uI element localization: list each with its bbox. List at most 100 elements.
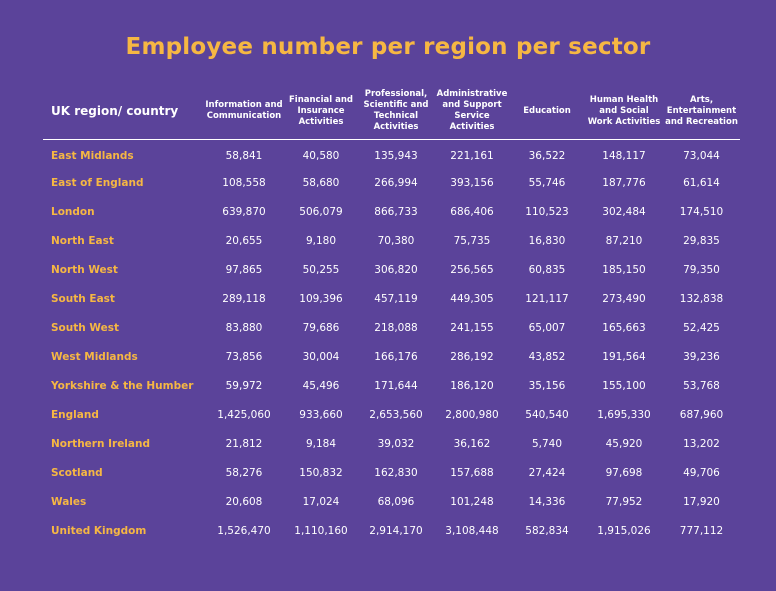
column-header-education: Education	[509, 83, 585, 140]
table-cell: 187,776	[602, 177, 646, 189]
table-row: London 639,870 506,079 866,733 686,406 110,52…	[43, 198, 740, 227]
table-cell: 3,108,448	[445, 525, 499, 537]
table-cell: 36,522	[528, 150, 566, 163]
table-cell: 30,004	[302, 351, 340, 363]
column-header-financial: Financial and Insurance Activities	[285, 83, 357, 140]
table-cell: 582,834	[525, 525, 569, 537]
table-cell: 39,032	[377, 438, 415, 450]
table-cell: 506,079	[299, 206, 343, 218]
table-cell: 121,117	[525, 293, 569, 305]
table-cell: 87,210	[605, 235, 643, 247]
table-cell: 256,565	[450, 264, 494, 276]
table-cell: 241,155	[450, 322, 494, 334]
column-header-information: Information and Communication	[203, 83, 285, 140]
table-cell: 639,870	[222, 206, 266, 218]
table-cell: 60,835	[528, 264, 566, 276]
column-header-arts: Arts, Entertainment and Recreation	[663, 83, 740, 140]
region-name: Wales	[51, 496, 87, 508]
table-cell: 5,740	[531, 438, 563, 450]
region-name: London	[51, 206, 95, 218]
table-body: East Midlands 58,841 40,580 135,943 221,161 3…	[43, 140, 740, 546]
table-cell: 101,248	[450, 496, 494, 508]
table-cell: 1,526,470	[217, 525, 271, 537]
employee-table: UK region/ country Information and Commu…	[43, 83, 740, 546]
region-name: West Midlands	[51, 351, 138, 363]
table-cell: 286,192	[450, 351, 494, 363]
table-cell: 157,688	[450, 467, 494, 479]
table-cell: 866,733	[374, 206, 418, 218]
table-row: North East 20,655 9,180 70,380 75,735 16,830 8…	[43, 227, 740, 256]
table-cell: 79,350	[683, 264, 720, 276]
table-cell: 75,735	[453, 235, 491, 247]
table-cell: 53,768	[683, 380, 720, 392]
table-header-row: UK region/ country Information and Commu…	[43, 83, 740, 140]
table-cell: 186,120	[450, 380, 494, 392]
table-cell: 40,580	[302, 150, 340, 163]
table-cell: 45,496	[302, 380, 340, 392]
table-cell: 70,380	[377, 235, 415, 247]
table-cell: 108,558	[222, 177, 266, 189]
table-cell: 266,994	[374, 177, 418, 189]
table-cell: 29,835	[683, 235, 720, 247]
column-header-administrative: Administrative and Support Service Activ…	[435, 83, 509, 140]
table-row: Northern Ireland 21,812 9,184 39,032 36,162 5…	[43, 430, 740, 459]
table-cell: 165,663	[602, 322, 646, 334]
table-row: Scotland 58,276 150,832 162,830 157,688 27,42…	[43, 459, 740, 488]
table-cell: 171,644	[374, 380, 418, 392]
table-cell: 185,150	[602, 264, 646, 276]
table-cell: 79,686	[302, 322, 340, 334]
table-cell: 9,180	[305, 235, 337, 247]
table-cell: 302,484	[602, 206, 646, 218]
region-name: North West	[51, 264, 118, 276]
table-row: Yorkshire & the Humber 59,972 45,496 171,64…	[43, 372, 740, 401]
table-cell: 58,276	[225, 467, 263, 479]
table-cell: 52,425	[683, 322, 720, 334]
column-header-health: Human Health and Social Work Activities	[585, 83, 663, 140]
table-row: Wales 20,608 17,024 68,096 101,248 14,336 77,9…	[43, 488, 740, 517]
table-cell: 83,880	[225, 322, 263, 334]
column-header-professional: Professional, Scientific and Technical A…	[357, 83, 435, 140]
table-cell: 1,425,060	[217, 409, 271, 421]
table-cell: 777,112	[679, 525, 724, 537]
region-name: South West	[51, 322, 119, 334]
table-cell: 273,490	[602, 293, 646, 305]
region-name: South East	[51, 293, 115, 305]
table-row: South West 83,880 79,686 218,088 241,155 65,0…	[43, 314, 740, 343]
table-cell: 17,920	[683, 496, 720, 508]
table-row: North West 97,865 50,255 306,820 256,565 60,8…	[43, 256, 740, 285]
table-row: East Midlands 58,841 40,580 135,943 221,161 3…	[43, 140, 740, 169]
table-cell: 162,830	[374, 467, 418, 479]
table-cell: 73,044	[683, 150, 720, 163]
table-cell: 687,960	[679, 409, 724, 421]
table-row: United Kingdom 1,526,470 1,110,160 2,914,17…	[43, 517, 740, 546]
table-cell: 17,024	[302, 496, 340, 508]
table-cell: 39,236	[683, 351, 720, 363]
table-cell: 50,255	[302, 264, 340, 276]
table-cell: 36,162	[453, 438, 491, 450]
table-cell: 14,336	[528, 496, 566, 508]
table-cell: 174,510	[679, 206, 724, 218]
table-cell: 20,608	[225, 496, 263, 508]
table-cell: 16,830	[528, 235, 566, 247]
region-name: Scotland	[51, 467, 103, 479]
table-row: East of England 108,558 58,680 266,994 393,1…	[43, 169, 740, 198]
table-cell: 9,184	[305, 438, 337, 450]
table-cell: 393,156	[450, 177, 494, 189]
table-cell: 45,920	[605, 438, 643, 450]
table-cell: 20,655	[225, 235, 263, 247]
region-name: Northern Ireland	[51, 438, 150, 450]
table-cell: 1,915,026	[597, 525, 651, 537]
table-cell: 2,914,170	[369, 525, 423, 537]
table-cell: 65,007	[528, 322, 566, 334]
table-row: England 1,425,060 933,660 2,653,560 2,800,98…	[43, 401, 740, 430]
table-cell: 43,852	[528, 351, 566, 363]
region-name: East Midlands	[51, 150, 134, 163]
table-row: West Midlands 73,856 30,004 166,176 286,192 4…	[43, 343, 740, 372]
region-name: Yorkshire & the Humber	[51, 380, 194, 392]
table-cell: 35,156	[528, 380, 566, 392]
region-name: England	[51, 409, 99, 421]
table-row: South East 289,118 109,396 457,119 449,305 12…	[43, 285, 740, 314]
table-cell: 109,396	[299, 293, 343, 305]
table-cell: 73,856	[225, 351, 263, 363]
table-cell: 457,119	[374, 293, 418, 305]
